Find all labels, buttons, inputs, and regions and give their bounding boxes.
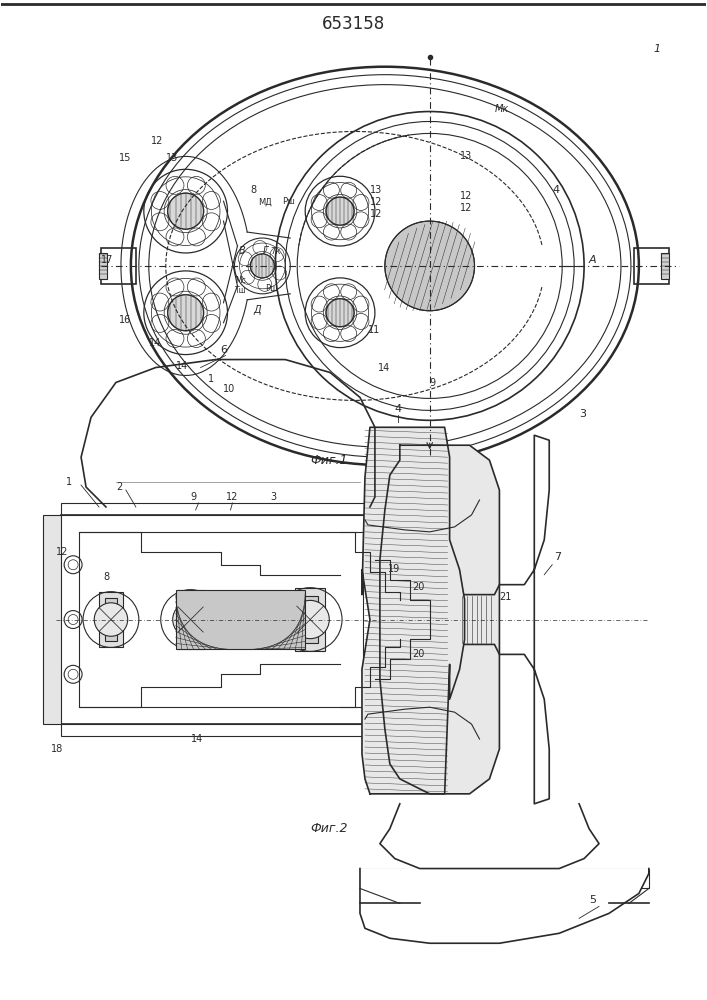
Circle shape: [168, 295, 204, 331]
Text: Тш: Тш: [235, 286, 247, 295]
Text: 1: 1: [66, 477, 72, 487]
Circle shape: [326, 197, 354, 225]
Text: 3: 3: [270, 492, 276, 502]
Text: 1: 1: [208, 374, 214, 384]
Text: 12: 12: [460, 191, 472, 201]
Bar: [99, 253, 107, 279]
Text: 13: 13: [165, 153, 178, 163]
Text: 2: 2: [116, 482, 122, 492]
Bar: [105, 598, 117, 641]
Text: Фиг.2: Фиг.2: [310, 822, 348, 835]
Text: Д: Д: [253, 305, 261, 315]
Circle shape: [94, 603, 128, 636]
Text: Фиг.1: Фиг.1: [310, 454, 348, 467]
Text: 14: 14: [148, 338, 161, 348]
Polygon shape: [360, 869, 649, 943]
Text: 8: 8: [250, 185, 257, 195]
Bar: [177, 590, 204, 649]
Bar: [61, 724, 400, 736]
Text: 4: 4: [395, 404, 402, 414]
Text: Мк: Мк: [494, 104, 509, 114]
Text: 14: 14: [378, 363, 390, 373]
Text: 20: 20: [411, 582, 424, 592]
Text: 12: 12: [370, 209, 382, 219]
Circle shape: [385, 221, 474, 311]
Bar: [302, 596, 318, 643]
Circle shape: [173, 602, 209, 637]
Text: 19: 19: [388, 564, 400, 574]
Bar: [176, 590, 305, 649]
Bar: [101, 248, 136, 284]
Bar: [61, 515, 400, 724]
Bar: [99, 592, 123, 647]
Bar: [661, 253, 669, 279]
Text: 16: 16: [119, 315, 132, 325]
Text: 3: 3: [579, 409, 586, 419]
Bar: [296, 588, 325, 651]
Text: 12: 12: [56, 547, 69, 557]
Text: МД: МД: [258, 197, 272, 206]
Text: 13: 13: [460, 151, 472, 161]
Text: 12: 12: [151, 136, 163, 146]
Text: 653158: 653158: [322, 15, 385, 33]
Bar: [79, 532, 363, 707]
Text: 21: 21: [499, 592, 512, 602]
Text: Рш: Рш: [282, 197, 295, 206]
Text: 13: 13: [370, 185, 382, 195]
Bar: [634, 248, 669, 284]
Polygon shape: [380, 445, 499, 794]
Text: 10: 10: [223, 384, 235, 394]
Text: 9: 9: [191, 492, 197, 502]
Bar: [61, 503, 400, 515]
Text: 12: 12: [226, 492, 238, 502]
Bar: [43, 515, 61, 724]
Bar: [422, 490, 438, 749]
Text: Рш: Рш: [265, 284, 279, 293]
Text: 15: 15: [119, 153, 132, 163]
Circle shape: [250, 254, 274, 278]
Text: 20: 20: [411, 649, 424, 659]
Text: 18: 18: [51, 744, 64, 754]
Text: 12: 12: [370, 197, 382, 207]
Text: 8: 8: [103, 572, 109, 582]
Circle shape: [168, 193, 204, 229]
Text: 14: 14: [176, 361, 188, 371]
Circle shape: [326, 299, 354, 327]
Text: Г: Г: [262, 246, 268, 256]
Bar: [184, 597, 198, 642]
Polygon shape: [362, 427, 464, 794]
Bar: [360, 869, 649, 888]
Text: Мс: Мс: [235, 276, 246, 285]
Text: В: В: [238, 246, 245, 256]
Text: 7к: 7к: [270, 247, 281, 256]
Text: 12: 12: [460, 203, 472, 213]
Text: 14: 14: [191, 734, 203, 744]
Text: A: A: [589, 255, 597, 265]
Text: 1: 1: [654, 44, 661, 54]
Text: 17: 17: [101, 255, 113, 265]
Text: 7: 7: [554, 552, 561, 562]
Text: 6: 6: [221, 345, 228, 355]
Text: 11: 11: [368, 325, 380, 335]
Text: 9: 9: [430, 378, 436, 388]
Text: 4: 4: [552, 185, 559, 195]
Text: 5: 5: [589, 895, 596, 905]
Circle shape: [291, 600, 329, 639]
